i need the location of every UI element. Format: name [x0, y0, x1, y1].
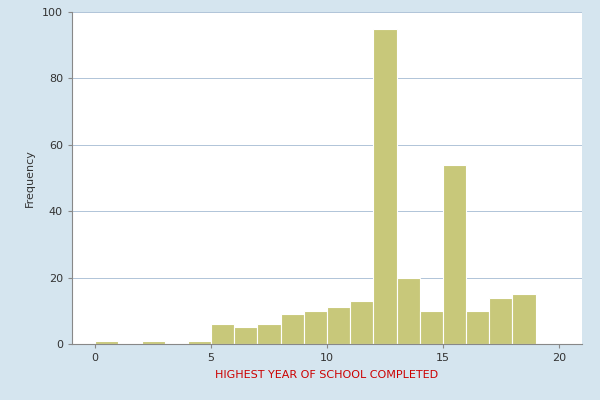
Bar — [281, 314, 304, 344]
Bar — [188, 341, 211, 344]
Bar — [420, 311, 443, 344]
Bar — [327, 308, 350, 344]
Bar — [443, 165, 466, 344]
Bar — [489, 298, 512, 344]
Bar — [211, 324, 234, 344]
Bar — [234, 327, 257, 344]
Bar — [466, 311, 489, 344]
Y-axis label: Frequency: Frequency — [25, 149, 35, 207]
Bar — [397, 278, 420, 344]
Bar — [142, 341, 165, 344]
Bar — [350, 301, 373, 344]
Bar — [304, 311, 327, 344]
Bar — [257, 324, 281, 344]
Bar — [512, 294, 536, 344]
X-axis label: HIGHEST YEAR OF SCHOOL COMPLETED: HIGHEST YEAR OF SCHOOL COMPLETED — [215, 370, 439, 380]
Bar — [95, 341, 118, 344]
Bar — [373, 28, 397, 344]
